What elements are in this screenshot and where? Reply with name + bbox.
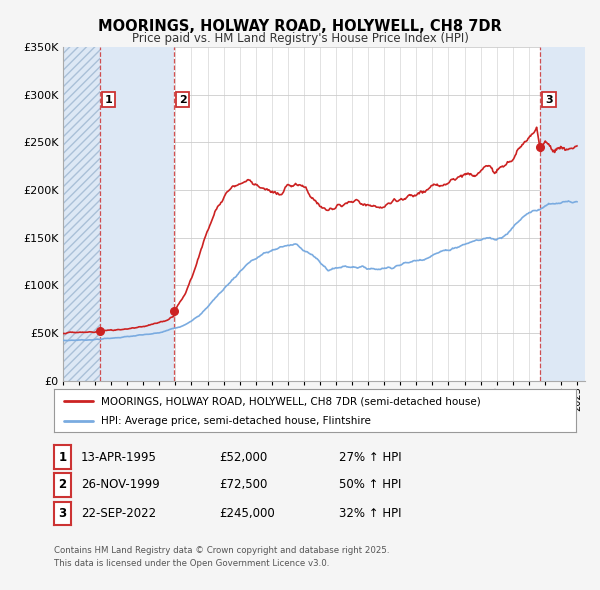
Text: £245,000: £245,000 [219, 507, 275, 520]
Text: 2: 2 [179, 94, 187, 104]
Text: MOORINGS, HOLWAY ROAD, HOLYWELL, CH8 7DR: MOORINGS, HOLWAY ROAD, HOLYWELL, CH8 7DR [98, 19, 502, 34]
Bar [63, 47, 100, 381]
Text: 2: 2 [58, 478, 67, 491]
Text: £52,000: £52,000 [219, 451, 267, 464]
Text: Price paid vs. HM Land Registry's House Price Index (HPI): Price paid vs. HM Land Registry's House … [131, 32, 469, 45]
Text: MOORINGS, HOLWAY ROAD, HOLYWELL, CH8 7DR (semi-detached house): MOORINGS, HOLWAY ROAD, HOLYWELL, CH8 7DR… [101, 396, 481, 407]
Text: £72,500: £72,500 [219, 478, 268, 491]
Text: 3: 3 [58, 507, 67, 520]
Text: 27% ↑ HPI: 27% ↑ HPI [339, 451, 401, 464]
Bar [100, 47, 174, 381]
Text: HPI: Average price, semi-detached house, Flintshire: HPI: Average price, semi-detached house,… [101, 417, 371, 426]
Text: 26-NOV-1999: 26-NOV-1999 [81, 478, 160, 491]
Text: This data is licensed under the Open Government Licence v3.0.: This data is licensed under the Open Gov… [54, 559, 329, 568]
Text: 22-SEP-2022: 22-SEP-2022 [81, 507, 156, 520]
Text: 3: 3 [545, 94, 553, 104]
Bar [63, 47, 100, 381]
Text: 32% ↑ HPI: 32% ↑ HPI [339, 507, 401, 520]
Text: Contains HM Land Registry data © Crown copyright and database right 2025.: Contains HM Land Registry data © Crown c… [54, 546, 389, 555]
Bar [541, 47, 585, 381]
Text: 1: 1 [58, 451, 67, 464]
Text: 13-APR-1995: 13-APR-1995 [81, 451, 157, 464]
Text: 1: 1 [104, 94, 112, 104]
Text: 50% ↑ HPI: 50% ↑ HPI [339, 478, 401, 491]
